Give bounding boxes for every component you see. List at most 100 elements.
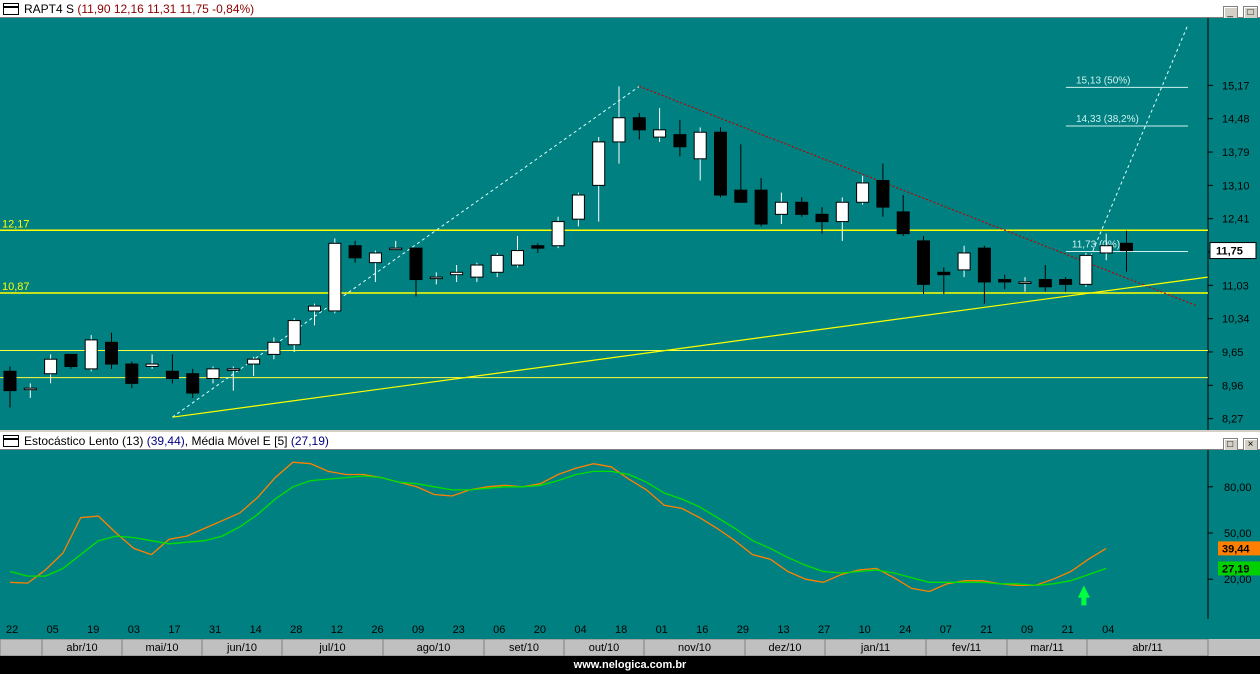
candle-body [734,189,748,203]
candle-body [937,271,951,276]
candle-body [328,242,342,312]
time-axis: 22 05 19 03 17 31 14 28 12 26 09 23 06 20 04 18 01 16 29 13… [0,619,1260,639]
trendline [1085,25,1188,268]
candle-body [876,180,890,208]
candle-body [3,370,17,392]
month-label: jun/10 [226,642,257,654]
indicator-value-2: (27,19) [290,434,329,448]
footer-url: www.nelogica.com.br [0,656,1260,674]
candle-body [754,189,768,225]
month-label: ago/10 [417,642,451,654]
month-label: jan/11 [860,642,890,654]
candle-body [368,252,382,264]
price-chart-area[interactable]: 15,1714,4813,7913,1012,4111,7211,0310,34… [0,18,1260,430]
price-tick-label: 13,79 [1222,147,1250,159]
candle-body [815,213,829,223]
stochastic-chart[interactable]: 80,00 50,00 20,00 39,44 27,19 [0,450,1260,619]
price-tick-label: 10,34 [1222,314,1250,326]
candle-body [165,370,179,380]
candle-body [632,117,646,131]
candle-body [774,201,788,215]
main-panel-title: RAPT4 S (11,90 12,16 11,31 11,75 -0,84%) [24,0,254,18]
candle-body [531,245,545,249]
candle-body [917,240,930,285]
month-axis: abr/10 mai/10 jun/10 jul/10 ago/10 set/10 out/… [0,638,1260,657]
time-tick-label: 27 [818,624,830,636]
candle-body [267,341,281,355]
candle-body [693,131,707,160]
time-tick-label: 05 [47,624,59,636]
main-panel-titlebar: RAPT4 S (11,90 12,16 11,31 11,75 -0,84%)… [0,0,1260,20]
indicator-panel-titlebar: Estocástico Lento (13) (39,44), Média Mó… [0,432,1260,452]
month-label: abr/10 [66,642,97,654]
indicator-chart-area[interactable]: 80,00 50,00 20,00 39,44 27,19 [0,450,1260,619]
month-label: nov/10 [678,642,711,654]
candle-body [896,211,910,235]
time-tick-label: 21 [1062,624,1074,636]
candle-body [450,271,464,276]
candle-body [1099,245,1113,254]
candle-body [105,341,118,365]
candle-body [125,363,139,384]
time-tick-label: 10 [859,624,871,636]
time-tick-label: 14 [250,624,262,636]
candle-body [44,358,58,375]
fibonacci-level-label: 14,33 (38,2%) [1076,114,1139,125]
trendline [172,85,640,418]
indicator-window-icon [3,435,19,447]
month-label: set/10 [509,642,539,654]
ema-value-tag: 27,19 [1222,563,1250,575]
price-tick-label: 12,41 [1222,214,1250,226]
candle-body [592,141,606,186]
candle-body [226,368,240,371]
time-tick-label: 07 [940,624,952,636]
price-tick-label: 14,48 [1222,114,1250,126]
month-label: mar/11 [1030,642,1063,654]
indicator-ema-name: , Média Móvel E [5] [184,434,288,448]
time-tick-label: 31 [209,624,221,636]
last-price-tag-box [1209,242,1257,260]
price-tick-label: 8,27 [1222,414,1243,426]
stochastic-slow-line [9,461,1107,593]
maximize-button[interactable]: □ [1243,6,1258,20]
time-tick-label: 21 [980,624,992,636]
time-tick-label: 24 [899,624,911,636]
price-tick-label: 8,96 [1222,380,1243,392]
month-label: jul/10 [318,642,345,654]
candle-body [409,247,423,281]
time-tick-label: 09 [412,624,424,636]
candle-body [287,320,301,346]
time-tick-label: 06 [493,624,505,636]
candle-body [429,276,443,280]
candle-body [470,264,484,278]
trendline [172,276,1208,418]
candle-body [795,201,809,215]
month-label: dez/10 [768,642,801,654]
candle-body [348,245,362,259]
time-tick-label: 18 [615,624,627,636]
time-tick-label: 19 [87,624,99,636]
month-label: mai/10 [145,642,178,654]
indicator-panel-title: Estocástico Lento (13) (39,44), Média Mó… [24,432,329,450]
indicator-tick-label: 80,00 [1224,482,1252,494]
time-tick-label: 26 [371,624,383,636]
price-chart[interactable]: 15,1714,4813,7913,1012,4111,7211,0310,34… [0,18,1260,430]
time-tick-label: 16 [696,624,708,636]
time-tick-label: 12 [331,624,343,636]
month-label: abr/11 [1132,642,1162,654]
candle-body [490,254,504,273]
fibonacci-level-label: 11,73 (0%) [1072,240,1120,251]
month-cell [0,638,43,657]
candle-body [64,353,78,367]
candle-body [998,279,1012,283]
indicator-name: Estocástico Lento (13) [24,434,144,448]
time-axis-labels: 22 05 19 03 17 31 14 28 12 26 09 23 06 20 04 18 01 16 29 13… [6,624,1114,636]
candle-body [571,194,585,220]
ema-value-tag-box [1218,561,1260,576]
chart-window-icon [3,3,19,15]
candle-body [673,134,687,148]
price-tick-label: 11,03 [1222,280,1249,292]
time-tick-label: 04 [1102,624,1114,636]
time-tick-label: 04 [574,624,586,636]
time-tick-label: 01 [656,624,668,636]
